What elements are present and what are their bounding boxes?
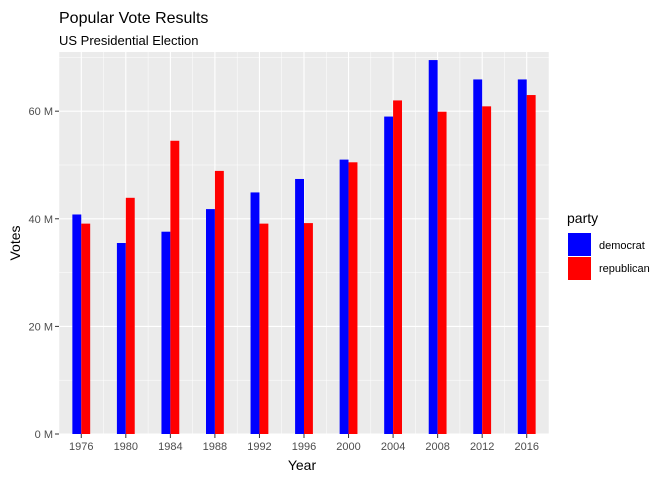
- bar-republican-2008: [437, 111, 447, 434]
- x-axis-title: Year: [288, 457, 317, 473]
- y-tick-label: 20 M: [29, 321, 53, 333]
- bar-republican-2004: [393, 100, 402, 434]
- bar-republican-1976: [81, 223, 91, 434]
- chart-title: Popular Vote Results: [59, 10, 208, 27]
- x-tick-label: 1984: [158, 441, 182, 453]
- x-tick-label: 2004: [381, 441, 405, 453]
- x-tick-label: 2012: [470, 441, 494, 453]
- x-tick-label: 1976: [69, 441, 93, 453]
- bar-democrat-2016: [517, 79, 527, 434]
- bar-democrat-2004: [384, 116, 394, 434]
- bar-democrat-2008: [428, 60, 438, 434]
- y-tick-label: 60 M: [29, 106, 53, 118]
- x-tick-label: 1980: [114, 441, 138, 453]
- bar-republican-1988: [214, 170, 224, 434]
- bar-democrat-1980: [116, 243, 126, 434]
- bars: [72, 60, 536, 435]
- bar-republican-1996: [304, 223, 313, 434]
- legend-label-democrat: democrat: [599, 240, 645, 252]
- x-tick-label: 1996: [292, 441, 316, 453]
- bar-democrat-1996: [295, 178, 304, 434]
- x-tick-label: 2008: [425, 441, 449, 453]
- grid-minor: [58, 52, 550, 434]
- bar-democrat-1976: [72, 214, 82, 434]
- legend-key-democrat: [568, 233, 591, 256]
- bar-democrat-1984: [161, 231, 171, 434]
- x-tick-label: 2000: [336, 441, 360, 453]
- y-tick-label: 0 M: [35, 429, 53, 441]
- legend-item-republican: republican: [568, 257, 650, 280]
- y-tick-label: 40 M: [29, 214, 53, 226]
- bar-democrat-2000: [339, 159, 349, 434]
- chart-subtitle: US Presidential Election: [59, 33, 198, 48]
- y-axis: 0 M 20 M 40 M 60 M: [29, 106, 59, 441]
- bar-republican-1980: [125, 197, 135, 434]
- legend: party democrat republican: [567, 210, 650, 280]
- bar-republican-2000: [348, 162, 358, 434]
- bar-republican-1984: [170, 140, 180, 434]
- bar-republican-2016: [526, 95, 536, 435]
- bar-democrat-2012: [473, 79, 483, 434]
- legend-label-republican: republican: [599, 263, 650, 275]
- x-tick-label: 2016: [514, 441, 538, 453]
- legend-key-republican: [568, 257, 591, 280]
- x-axis: 1976 1980 1984 1988 1992 1996 2000 2004 2008 2012…: [69, 434, 539, 453]
- bar-republican-1992: [259, 223, 269, 434]
- bar-republican-2012: [482, 106, 492, 434]
- bar-democrat-1988: [206, 209, 215, 434]
- x-tick-label: 1992: [247, 441, 271, 453]
- bar-democrat-1992: [250, 192, 260, 434]
- legend-item-democrat: democrat: [568, 233, 645, 256]
- y-axis-title: Votes: [7, 225, 23, 260]
- legend-title: party: [567, 210, 598, 226]
- x-tick-label: 1988: [203, 441, 227, 453]
